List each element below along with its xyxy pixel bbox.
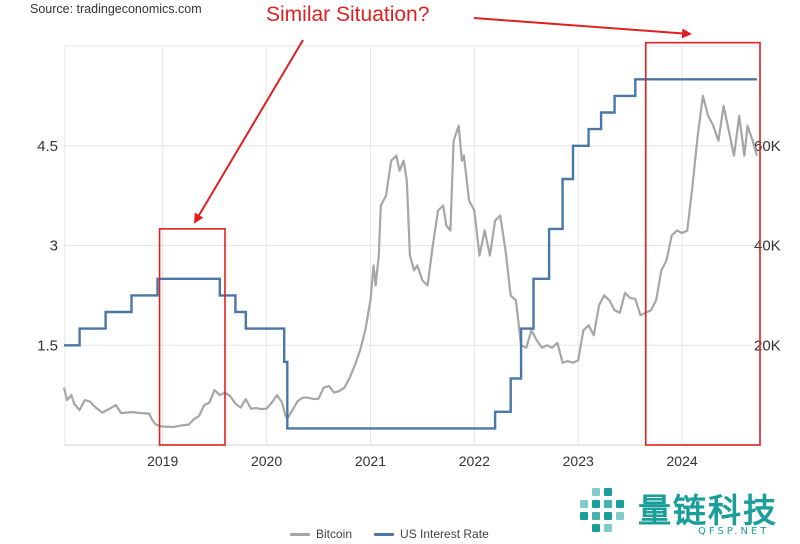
source-note: Source: tradingeconomics.com — [30, 2, 202, 16]
bitcoin-series-line — [62, 94, 758, 429]
x-tick-label: 2021 — [355, 453, 386, 469]
y-left-tick-label: 3 — [50, 238, 58, 255]
watermark-logo-icon — [580, 488, 624, 532]
legend: Bitcoin US Interest Rate — [290, 527, 489, 541]
x-tick-label: 2022 — [459, 453, 490, 469]
annotation-box-2019 — [158, 228, 226, 446]
y-right-tick-label: 20K — [754, 337, 781, 354]
legend-label-bitcoin: Bitcoin — [316, 527, 353, 541]
x-tick-label: 2024 — [667, 453, 698, 469]
annotation-box-2024 — [644, 41, 761, 446]
x-tick-label: 2023 — [563, 453, 594, 469]
legend-swatch-bitcoin — [290, 532, 310, 536]
annotation-arrow-to-2024 — [473, 17, 692, 39]
x-tick-label: 2019 — [147, 453, 178, 469]
annotation-arrow-to-2019 — [193, 39, 304, 224]
legend-label-us-interest-rate: US Interest Rate — [400, 527, 489, 541]
y-right-tick-label: 60K — [754, 138, 781, 155]
x-axis-ticks: 2019 2020 2021 2022 2023 2024 — [147, 453, 698, 469]
x-tick-label: 2020 — [251, 453, 282, 469]
y-axis-left-ticks: 1.5 3 4.5 — [37, 138, 58, 355]
y-left-tick-label: 4.5 — [37, 138, 58, 155]
y-right-tick-label: 40K — [754, 238, 781, 255]
legend-item-bitcoin[interactable]: Bitcoin — [290, 527, 352, 541]
annotations — [158, 17, 761, 446]
watermark: 量链科技 QFSP.NET — [578, 484, 800, 540]
watermark-brand: 量链科技 — [638, 491, 778, 530]
us-interest-rate-series-line — [64, 78, 757, 430]
watermark-url: QFSP.NET — [698, 526, 770, 537]
y-left-tick-label: 1.5 — [37, 337, 58, 354]
legend-swatch-us-interest-rate — [374, 532, 395, 536]
y-axis-right-ticks: 20K 40K 60K — [754, 138, 781, 355]
grid — [64, 45, 760, 446]
chart-title: Similar Situation? — [266, 3, 430, 26]
legend-item-us-interest-rate[interactable]: US Interest Rate — [374, 527, 489, 541]
